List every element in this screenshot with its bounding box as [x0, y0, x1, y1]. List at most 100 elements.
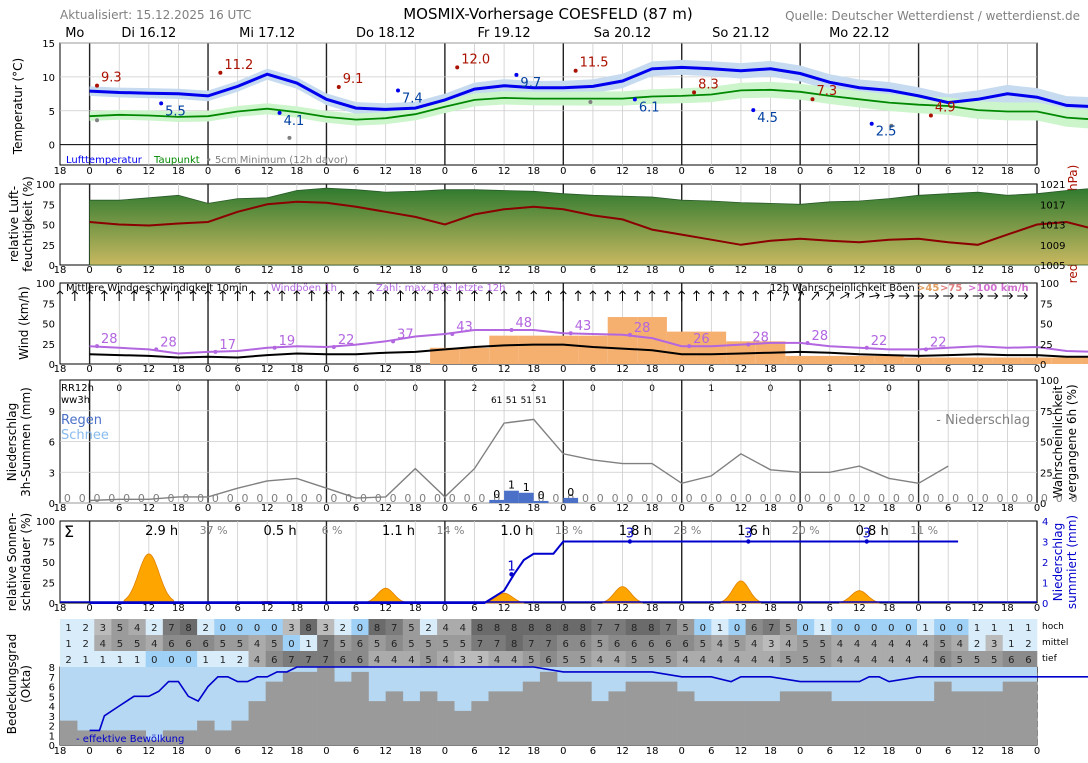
hour-tick-label: 12 [735, 503, 748, 514]
gust-probability-bar [696, 331, 727, 364]
hour-tick-label: 0 [205, 364, 211, 375]
wind-arrow-shape [515, 290, 523, 301]
wind-arrow-shape [752, 290, 760, 301]
wind-arrow [249, 290, 256, 301]
cloud-cell [882, 651, 901, 667]
cloud-cover-bar [522, 681, 541, 745]
cloud-cell-value: 0 [905, 623, 911, 634]
cloud-ytick: 3 [49, 712, 55, 723]
wind-arrow-shape [826, 291, 834, 301]
hour-tick-label: 12 [142, 364, 155, 375]
hour-tick-label: 18 [764, 503, 777, 514]
wind-arrow [707, 290, 715, 301]
cloud-cell-value: 7 [322, 655, 328, 666]
wind-arrow [485, 290, 493, 301]
hour-tick-label: 18 [290, 265, 303, 276]
wind-panel: Wind (km/h) Mittlere Windgeschwindigkeit… [17, 283, 1029, 360]
wind-arrow-shape [485, 290, 493, 301]
cloud-cell-value: 6 [168, 639, 174, 650]
hour-tick-label: 18 [764, 746, 777, 757]
hour-tick-label: 12 [261, 503, 274, 514]
wind-arrow-shape [707, 290, 715, 301]
hour-tick-label: 18 [646, 603, 659, 614]
wind-arrow-shape [293, 290, 301, 301]
cloud-cell [574, 651, 592, 667]
gust-max-point [391, 339, 396, 344]
precip-bar-zero-label: 0 [390, 492, 397, 505]
hour-tick-label: 0 [205, 503, 211, 514]
cloud-cover-bar [60, 720, 78, 745]
cloud-cell [522, 635, 541, 651]
cloud-cell [608, 619, 626, 635]
wind-arrow-shape [86, 290, 93, 301]
cloud-cover-bar [711, 701, 729, 745]
hour-tick-label: 0 [323, 364, 329, 375]
rr12h-value: 0 [353, 384, 359, 394]
wind-arrow-shape [958, 292, 969, 300]
wind-arrow-shape [441, 290, 449, 301]
temp-min-label: 6.1 [639, 100, 660, 115]
daily-sun-hours: 1.0 h [500, 524, 533, 539]
cloud-cell-value: 0 [220, 623, 226, 634]
cloud-cell-value: 1 [117, 655, 123, 666]
precip-sum-ytick: 4 [1042, 517, 1048, 528]
wind-arrow-shape [71, 290, 79, 301]
precip-bar-zero-label: 0 [612, 492, 619, 505]
wind-arrow-shape [278, 290, 286, 301]
precip-bar-zero-label: 0 [908, 492, 915, 505]
precip-sum-point [746, 539, 751, 544]
cloud-cover-bar [899, 701, 918, 745]
cloud-cell [265, 619, 284, 635]
cloud-cell-value: 4 [717, 639, 723, 650]
precip-bar-zero-label: 0 [168, 492, 175, 505]
effective-cloud-line [89, 666, 1088, 732]
cloud-cell [814, 651, 832, 667]
wind-arrow [323, 290, 330, 301]
wind-ytick: 0 [49, 360, 55, 371]
legend-niederschlag: - Niederschlag [936, 413, 1030, 428]
hour-tick-label: 12 [379, 364, 392, 375]
hour-tick-label: 0 [86, 265, 92, 276]
wind-arrow [943, 292, 954, 300]
wind-arrow-shape [943, 292, 954, 300]
wind-prob-ytick: 75 [1040, 299, 1053, 310]
cloud-cell [162, 651, 181, 667]
hour-tick-label: 0 [679, 746, 685, 757]
precip-bar-zero-label: 0 [834, 492, 841, 505]
precip-bar-zero-label: 0 [330, 492, 337, 505]
hour-tick-label: 0 [915, 503, 921, 514]
gust-probability-bar [933, 357, 963, 364]
humidity-ylabel-2: feuchtigkeit (%) [21, 176, 35, 272]
legend-regen: Regen [61, 413, 102, 428]
hour-tick-label: 12 [735, 603, 748, 614]
legend-lufttemperatur: Lufttemperatur [66, 155, 143, 166]
cloud-cell [659, 635, 678, 651]
hour-tick-label: 18 [290, 746, 303, 757]
cloud-cell-value: 0 [888, 623, 894, 634]
cloud-cell [711, 651, 729, 667]
hour-tick-label: 0 [323, 265, 329, 276]
wind-arrow [559, 290, 567, 301]
precip-sum-ytick: 1 [1042, 579, 1048, 590]
day-label: Mo 22.12 [829, 26, 890, 41]
cloud-cover-bar [282, 671, 301, 745]
cloud-cell-value: 8 [528, 623, 534, 634]
cloud-cover-bar [77, 730, 95, 745]
cloud-cell-value: 3 [460, 655, 466, 666]
cloud-cover-bar [642, 681, 661, 745]
cloud-cell-value: 5 [580, 655, 586, 666]
cloud-cell-value: 1 [83, 655, 89, 666]
cloud-cell-value: 0 [237, 623, 243, 634]
precip-prob-ylabel-2: vergangene 6h (%) [1065, 384, 1079, 499]
cloud-cover-bar [317, 667, 335, 745]
precip-bar-label: 1 [508, 479, 515, 492]
hour-tick-label: 18 [409, 746, 422, 757]
wind-arrow-shape [811, 291, 820, 301]
hour-tick-label: 12 [379, 166, 392, 177]
cloud-cell [437, 619, 455, 635]
cloud-cell [522, 619, 541, 635]
cloud-cell [574, 619, 592, 635]
pressure-ytick: 1017 [1040, 200, 1065, 211]
cloud-cell [488, 635, 506, 651]
hour-tick-label: 12 [261, 603, 274, 614]
